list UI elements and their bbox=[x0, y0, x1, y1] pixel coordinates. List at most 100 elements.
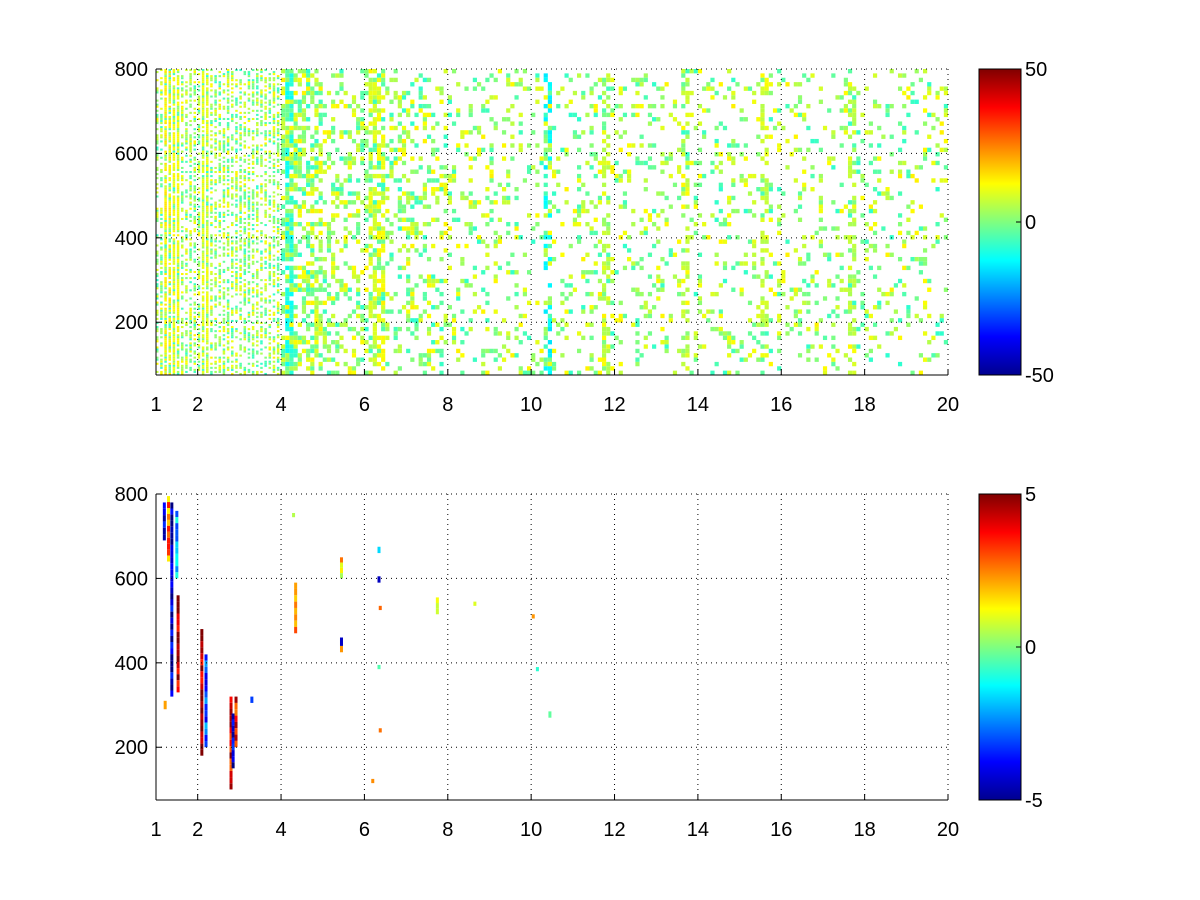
heatmap-cell bbox=[276, 352, 280, 355]
heatmap-cell bbox=[210, 264, 213, 267]
heatmap-cell bbox=[168, 342, 172, 345]
heatmap-cell bbox=[410, 331, 415, 336]
heatmap-cell bbox=[489, 73, 494, 78]
heatmap-cell bbox=[435, 147, 440, 153]
heatmap-cell bbox=[318, 287, 323, 292]
heatmap-cell bbox=[722, 278, 728, 284]
heatmap-cell bbox=[218, 107, 222, 110]
heatmap-cell bbox=[322, 335, 327, 341]
heatmap-cell bbox=[293, 274, 298, 279]
heatmap-cell bbox=[376, 348, 382, 354]
heatmap-cell bbox=[635, 160, 640, 166]
heatmap-cell bbox=[464, 143, 469, 148]
heatmap-cell bbox=[343, 318, 348, 323]
heatmap-cell bbox=[176, 215, 180, 218]
heatmap-cell bbox=[622, 112, 628, 118]
heatmap-cell bbox=[439, 182, 444, 188]
heatmap-cell bbox=[172, 242, 176, 245]
heatmap-cell bbox=[314, 344, 319, 349]
heatmap-cell bbox=[239, 266, 242, 269]
heatmap-cell bbox=[247, 332, 251, 335]
heatmap-cell bbox=[201, 254, 205, 257]
heatmap-cell bbox=[206, 101, 209, 104]
heatmap-cell bbox=[156, 279, 159, 282]
heatmap-cell bbox=[172, 150, 176, 153]
heatmap-cell bbox=[193, 117, 197, 120]
heatmap-cell bbox=[168, 85, 172, 88]
heatmap-cell bbox=[268, 266, 272, 269]
heatmap-cell bbox=[539, 160, 544, 166]
heatmap-cell bbox=[406, 326, 411, 332]
heatmap-cell bbox=[206, 287, 209, 290]
heatmap-cell bbox=[168, 317, 172, 320]
heatmap-cell bbox=[222, 317, 226, 320]
heatmap-cell bbox=[443, 143, 448, 148]
heatmap-cell bbox=[468, 178, 473, 183]
heatmap-cell bbox=[210, 205, 213, 208]
heatmap-cell bbox=[189, 111, 192, 114]
heatmap-cell bbox=[260, 328, 263, 331]
heatmap-cell bbox=[172, 234, 176, 237]
heatmap-cell bbox=[756, 152, 761, 157]
heatmap-cell bbox=[506, 108, 511, 113]
heatmap-cell bbox=[672, 274, 678, 279]
heatmap-cell bbox=[247, 197, 251, 200]
heatmap-cell bbox=[201, 328, 205, 331]
heatmap-cell bbox=[243, 228, 247, 231]
heatmap-cell bbox=[697, 147, 703, 153]
heatmap-cell bbox=[422, 222, 427, 227]
heatmap-cell bbox=[235, 283, 238, 286]
heatmap-cell bbox=[201, 91, 205, 94]
heatmap-cell bbox=[176, 319, 180, 322]
heatmap-cell bbox=[206, 87, 209, 90]
heatmap-cell bbox=[301, 278, 307, 284]
heatmap-cell bbox=[160, 266, 163, 269]
heatmap-cell bbox=[301, 309, 307, 314]
heatmap-cell bbox=[526, 86, 532, 91]
heatmap-cell bbox=[197, 332, 201, 335]
heatmap-cell bbox=[685, 130, 690, 135]
heatmap-cell bbox=[172, 277, 176, 280]
heatmap-cell bbox=[206, 179, 209, 182]
heatmap-cell bbox=[685, 187, 690, 192]
heatmap-cell bbox=[685, 335, 690, 341]
heatmap-cell bbox=[256, 160, 259, 163]
heatmap-cell bbox=[239, 69, 242, 72]
heatmap-cell bbox=[435, 86, 440, 91]
heatmap-cell bbox=[251, 213, 255, 216]
heatmap-cell bbox=[226, 268, 230, 271]
heatmap-cell bbox=[206, 321, 209, 324]
heatmap-cell bbox=[281, 335, 286, 341]
heatmap-cell bbox=[168, 240, 172, 243]
heatmap-cell bbox=[535, 340, 540, 345]
heatmap-cell bbox=[172, 358, 176, 361]
heatmap-cell bbox=[281, 169, 286, 174]
heatmap-cell bbox=[426, 353, 432, 358]
heatmap-cell bbox=[243, 370, 247, 373]
heatmap-cell bbox=[168, 326, 172, 329]
heatmap-cell bbox=[335, 361, 340, 367]
heatmap-cell bbox=[176, 246, 180, 249]
heatmap-cell bbox=[381, 291, 386, 297]
heatmap-cell bbox=[581, 90, 586, 96]
heatmap-cell bbox=[368, 77, 373, 83]
heatmap-cell bbox=[381, 200, 386, 205]
heatmap-cell bbox=[281, 125, 286, 131]
heatmap-cell bbox=[351, 326, 357, 332]
heatmap-cell bbox=[160, 246, 163, 249]
heatmap-cell bbox=[422, 370, 427, 375]
heatmap-cell bbox=[635, 82, 640, 87]
heatmap-cell bbox=[493, 239, 498, 244]
heatmap-cell bbox=[218, 313, 222, 316]
heatmap-cell bbox=[172, 372, 176, 375]
heatmap-cell bbox=[176, 126, 180, 129]
heatmap-cell bbox=[193, 179, 197, 182]
heatmap-cell bbox=[460, 195, 465, 201]
heatmap-cell bbox=[218, 246, 222, 249]
heatmap-cell bbox=[493, 230, 498, 236]
heatmap-cell bbox=[318, 366, 323, 371]
heatmap-cell bbox=[247, 289, 251, 292]
heatmap-cell bbox=[222, 197, 226, 200]
heatmap-cell bbox=[331, 313, 336, 319]
heatmap-cell bbox=[727, 370, 732, 375]
